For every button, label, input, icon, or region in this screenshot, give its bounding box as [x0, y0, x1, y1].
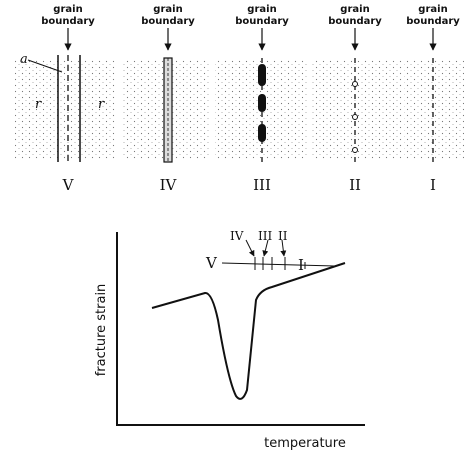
annotation: grain — [153, 4, 182, 15]
annotation: boundary — [328, 16, 382, 27]
inset-upper: II — [278, 229, 288, 243]
panel-label: I — [430, 176, 436, 194]
annotation: boundary — [141, 16, 195, 27]
annotation: grain — [53, 4, 82, 15]
annotation: grain — [340, 4, 369, 15]
label-r: r — [98, 97, 105, 112]
specimens — [15, 60, 464, 160]
panel-label: V — [62, 176, 75, 194]
inset-right: I — [298, 256, 304, 274]
inset-upper: III — [258, 229, 272, 243]
graph — [116, 232, 365, 426]
panel-label: III — [253, 176, 271, 194]
label-a: a — [20, 52, 28, 67]
annotation: grain — [247, 4, 276, 15]
annotation: boundary — [406, 16, 460, 27]
label-r: r — [35, 97, 42, 112]
panel-iv-boundary — [163, 57, 173, 163]
inset-upper: IV — [230, 229, 244, 243]
panel-label: IV — [160, 176, 178, 194]
panel-labels: grainboundaryVgrainboundaryIVgrainbounda… — [41, 4, 460, 194]
panel-ii-boundary — [352, 58, 358, 162]
inset-left: V — [205, 254, 218, 272]
y-axis-label: fracture strain — [94, 284, 109, 377]
annotation: boundary — [41, 16, 95, 27]
annotation: boundary — [235, 16, 289, 27]
panel-label: II — [349, 176, 361, 194]
panel-iii-boundary — [258, 58, 266, 162]
annotation: grain — [418, 4, 447, 15]
panel-v-boundary — [27, 55, 81, 162]
x-axis-label: temperature — [264, 436, 346, 451]
